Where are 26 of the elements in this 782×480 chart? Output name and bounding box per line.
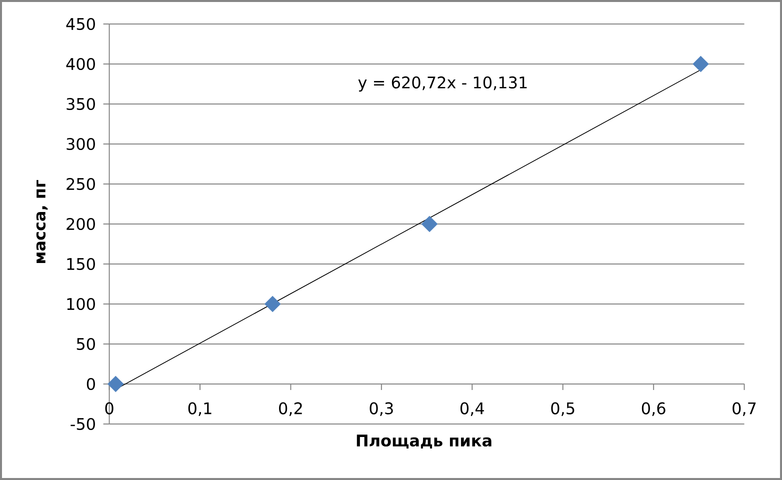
y-tick-label: 0 [86,378,95,390]
y-tick-label: -50 [70,418,95,430]
y-axis-title: масса, пг [36,180,48,264]
x-axis-title: Площадь пика [356,434,492,449]
y-tick-label: 100 [67,298,95,310]
y-tick-label: 400 [66,58,95,70]
x-tick-label: 0,4 [460,402,484,416]
y-tick-label: 350 [66,98,95,110]
y-tick-label: 300 [66,138,95,150]
y-tick-label: 450 [66,18,95,30]
point [692,56,709,72]
y-tick-label: 50 [76,338,95,350]
x-tick-label: 0,7 [732,402,756,416]
point [264,296,281,312]
y-tick-label: 200 [66,218,95,230]
x-tick-label: 0,2 [279,402,302,416]
x-tick-label: 0,5 [551,402,574,416]
x-tick-label: 0 [105,402,114,414]
x-tick-label: 0,1 [188,402,212,416]
annotation: y = 620,72x - 10,131 [358,76,527,92]
y-tick-label: 250 [66,178,95,190]
point [421,216,438,232]
x-tick-label: 0,3 [370,402,393,416]
y-tick-label: 150 [67,258,95,270]
point [108,376,124,392]
x-tick-label: 0,6 [642,402,666,416]
